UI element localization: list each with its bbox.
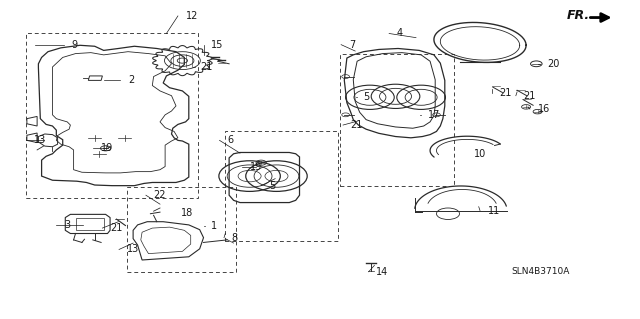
Text: 21: 21 [499,87,511,98]
Text: 5: 5 [269,181,275,191]
Text: FR.: FR. [566,10,589,22]
Text: 21: 21 [110,223,122,233]
Text: 21: 21 [524,91,536,101]
Text: 13: 13 [127,244,139,255]
Text: 10: 10 [474,149,486,159]
Text: 14: 14 [376,267,388,277]
Text: 21: 21 [351,120,363,130]
Text: 21: 21 [200,62,212,72]
Text: 15: 15 [211,40,223,50]
Text: 18: 18 [180,208,193,218]
Text: SLN4B3710A: SLN4B3710A [511,267,570,276]
Text: 12: 12 [186,11,198,21]
Bar [26,33,198,198]
Text: 9: 9 [72,40,78,50]
Text: 1: 1 [211,221,218,232]
Text: 17: 17 [428,110,440,121]
Text: 7: 7 [349,40,355,50]
Text: 22: 22 [154,190,166,200]
Text: 19: 19 [101,143,113,153]
Text: 6: 6 [227,135,234,145]
Text: 2: 2 [128,75,134,85]
Bar [127,187,236,272]
Text: 13: 13 [34,135,46,145]
Text: 20: 20 [547,59,559,70]
Text: 19: 19 [250,161,262,172]
Text: 11: 11 [488,205,500,216]
Text: 16: 16 [538,104,550,114]
Text: 8: 8 [232,233,238,243]
Text: 5: 5 [364,92,370,102]
Bar [340,54,454,186]
Text: 4: 4 [397,28,403,39]
Text: 3: 3 [64,220,70,230]
Bar [225,131,338,241]
